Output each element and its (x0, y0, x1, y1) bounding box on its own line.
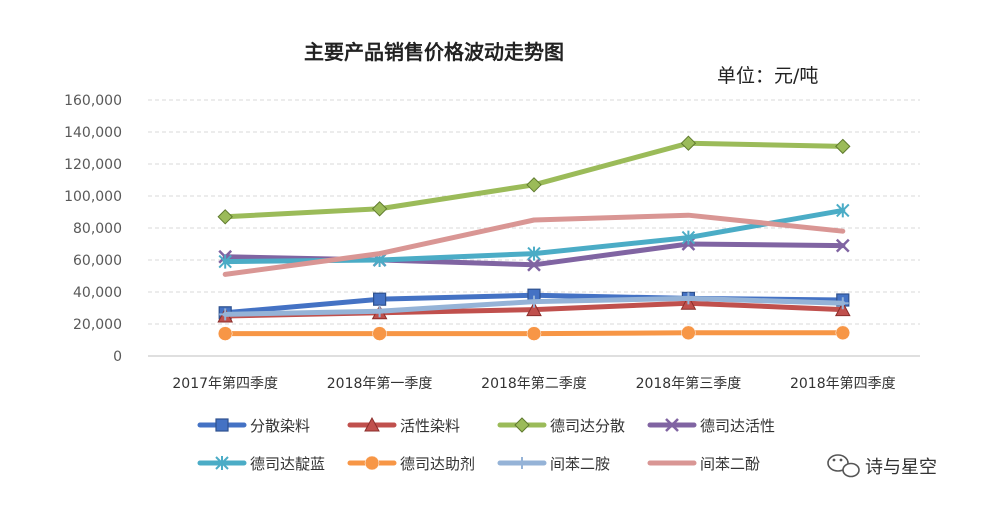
y-tick-label: 20,000 (73, 317, 122, 333)
legend-marker (516, 457, 528, 469)
data-point (217, 209, 233, 225)
data-point (528, 295, 540, 308)
data-point (217, 326, 233, 341)
legend-marker (215, 456, 229, 470)
data-point (681, 325, 696, 341)
data-point (835, 138, 851, 155)
legend-item: 分散染料 (197, 417, 310, 435)
wechat-icon (827, 454, 860, 478)
y-tick-label: 40,000 (73, 285, 122, 301)
series-6 (217, 325, 851, 341)
legend-label: 德司达分散 (550, 417, 625, 435)
series-8 (222, 212, 846, 277)
y-tick-label: 100,000 (64, 189, 122, 205)
y-axis: 0 20,000 40,000 60,000 80,000 100,000 120,000 1… (64, 93, 122, 365)
data-point (219, 308, 232, 321)
data-point (836, 203, 850, 218)
y-tick-label: 60,000 (73, 253, 122, 269)
watermark-text: 诗与星空 (865, 457, 937, 478)
legend-item: 德司达靛蓝 (197, 455, 325, 473)
legend-item: 德司达助剂 (347, 455, 475, 473)
data-point (680, 135, 697, 151)
data-point (682, 292, 695, 305)
x-tick-label: 2018年第一季度 (327, 375, 433, 392)
legend-label: 德司达助剂 (400, 455, 475, 473)
legend-label: 活性染料 (400, 417, 460, 435)
y-tick-label: 160,000 (64, 93, 122, 109)
data-point (527, 257, 541, 272)
series-7 (219, 292, 849, 321)
series-layer (217, 135, 851, 341)
legend-marker (364, 416, 380, 432)
y-tick-label: 120,000 (64, 157, 122, 173)
data-point (526, 301, 542, 317)
data-point (527, 246, 541, 261)
data-point (371, 201, 388, 217)
x-tick-label: 2018年第三季度 (636, 375, 742, 392)
series-line (222, 212, 846, 277)
legend-label: 分散染料 (250, 417, 310, 435)
x-tick-label: 2018年第二季度 (481, 375, 587, 392)
legend-item: 德司达活性 (647, 417, 775, 435)
data-point (526, 326, 542, 341)
data-point (373, 292, 387, 306)
data-point (681, 230, 696, 245)
legend-item: 德司达分散 (497, 417, 625, 435)
data-point (373, 305, 386, 318)
x-tick-label: 2018年第四季度 (790, 375, 896, 392)
data-point (835, 325, 851, 341)
legend-item: 活性染料 (347, 416, 460, 435)
x-tick-label: 2017年第四季度 (172, 375, 278, 392)
watermark: 诗与星空 (827, 454, 937, 478)
legend-label: 德司达靛蓝 (250, 455, 325, 473)
legend-label: 德司达活性 (700, 417, 775, 435)
x-axis: 2017年第四季度 2018年第一季度 2018年第二季度 2018年第三季度 2018… (172, 375, 895, 392)
legend-marker (364, 455, 380, 471)
y-tick-label: 0 (113, 349, 122, 365)
legend-marker (665, 418, 679, 432)
legend-marker (215, 418, 229, 432)
unit-label: 单位：元/吨 (717, 65, 818, 87)
y-tick-label: 140,000 (64, 125, 122, 141)
data-point (835, 238, 850, 253)
legend-label: 间苯二酚 (700, 455, 760, 473)
chart-title: 主要产品销售价格波动走势图 (304, 40, 564, 64)
legend-marker (514, 417, 530, 433)
series-3 (217, 135, 851, 225)
data-point (836, 297, 849, 310)
data-point (372, 326, 387, 341)
legend-item: 间苯二胺 (497, 455, 610, 473)
data-point (526, 177, 542, 193)
legend-item: 间苯二酚 (647, 455, 760, 473)
y-tick-label: 80,000 (73, 221, 122, 237)
data-point (218, 254, 232, 269)
legend-label: 间苯二胺 (550, 455, 610, 473)
